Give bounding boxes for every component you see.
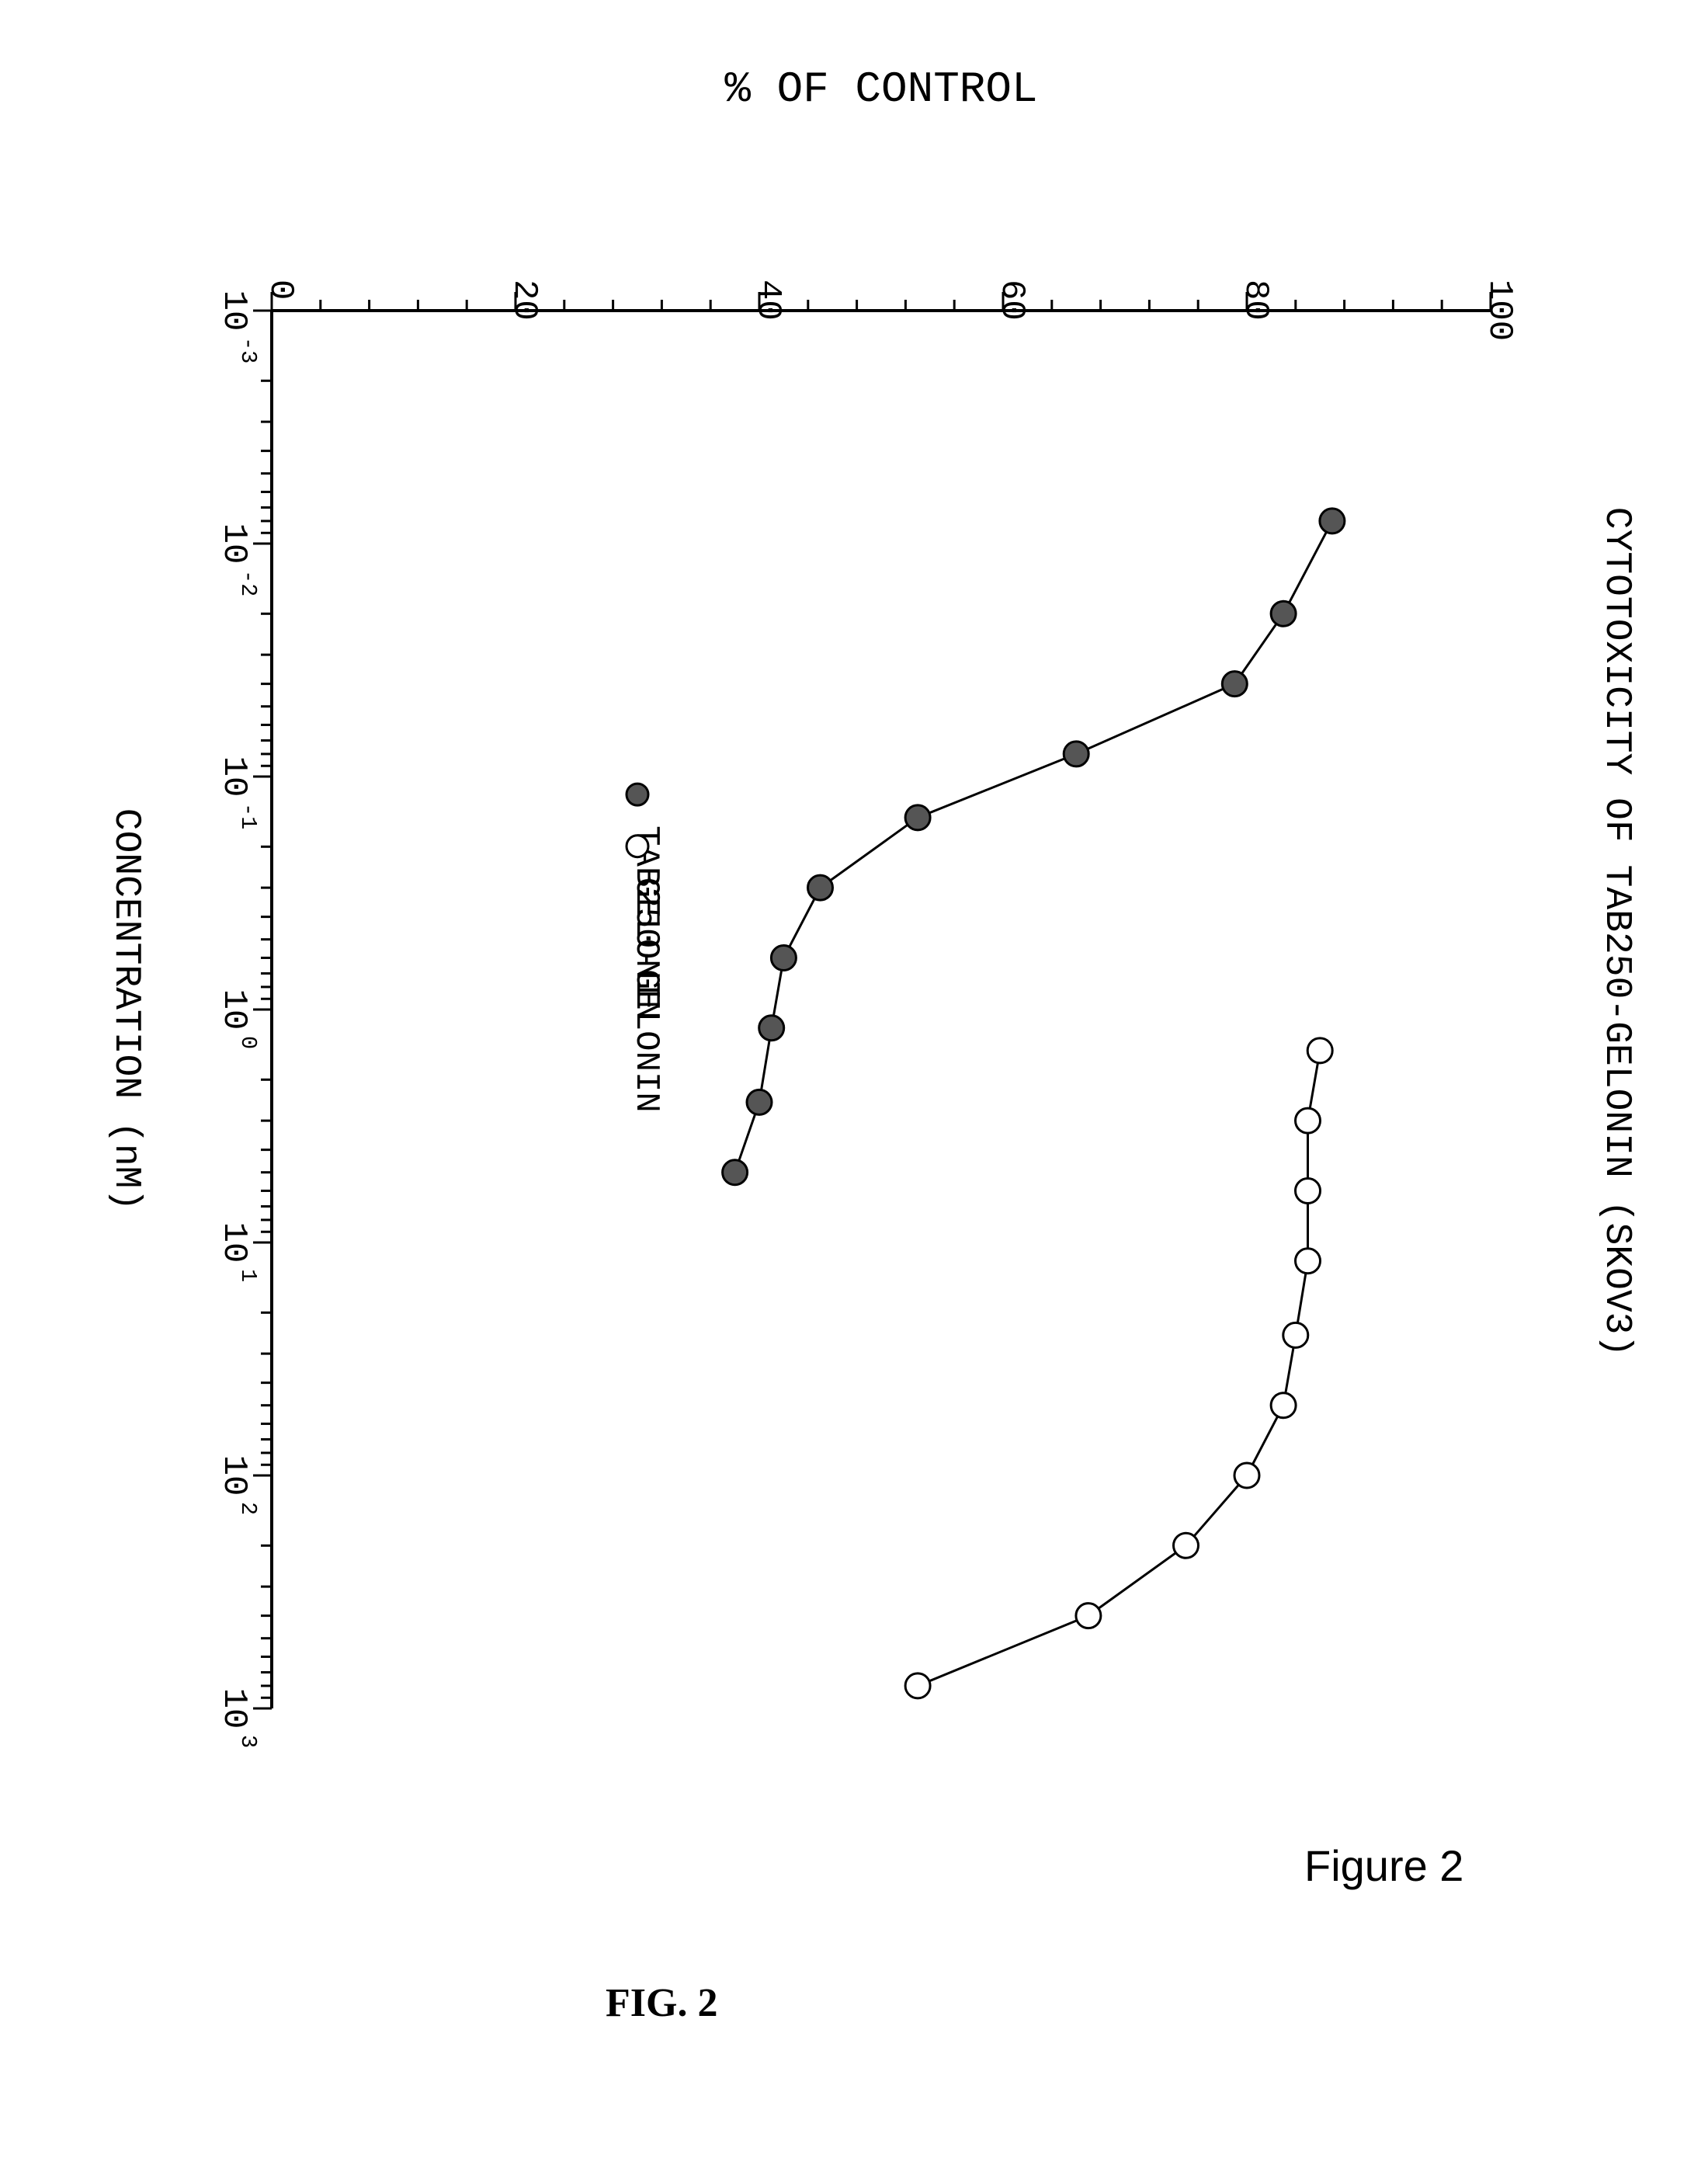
data-point <box>1283 1322 1308 1347</box>
data-point <box>1271 1393 1296 1418</box>
data-point <box>905 1673 930 1698</box>
svg-text:-1: -1 <box>235 803 261 829</box>
data-point <box>723 1160 748 1185</box>
x-axis-label: CONCENTRATION (nM) <box>105 808 147 1211</box>
data-point <box>1296 1249 1321 1274</box>
svg-text:60: 60 <box>992 280 1031 321</box>
legend-marker <box>627 784 648 805</box>
svg-text:10: 10 <box>214 523 253 565</box>
svg-text:80: 80 <box>1236 280 1275 321</box>
data-point <box>1296 1108 1321 1133</box>
data-point <box>771 945 796 970</box>
data-point <box>1076 1604 1101 1628</box>
y-axis-label: % OF CONTROL <box>724 64 1037 114</box>
data-point <box>808 875 833 900</box>
svg-text:2: 2 <box>235 1502 261 1515</box>
data-point <box>1296 1178 1321 1203</box>
series-line-1 <box>918 1051 1320 1686</box>
svg-text:10: 10 <box>214 756 253 798</box>
caption-handwritten: Figure 2 <box>1304 1840 1463 1891</box>
svg-text:0: 0 <box>235 1036 261 1049</box>
svg-text:20: 20 <box>505 280 543 321</box>
svg-text:10: 10 <box>214 1455 253 1496</box>
data-point <box>1320 509 1345 533</box>
caption-print: FIG. 2 <box>606 1980 717 2026</box>
svg-text:0: 0 <box>261 280 300 300</box>
data-point <box>905 805 930 830</box>
svg-text:40: 40 <box>748 280 787 321</box>
svg-text:10: 10 <box>214 1222 253 1263</box>
svg-text:100: 100 <box>1480 280 1519 341</box>
data-point <box>1307 1038 1332 1063</box>
figure-container: 02040608010010-310-210-1100101102103% OF… <box>0 0 1708 2179</box>
data-point <box>1174 1533 1199 1558</box>
data-point <box>1271 601 1296 626</box>
chart-title: CYTOTOXICITY OF TAB250-GELONIN (SKOV3) <box>1595 507 1637 1357</box>
data-point <box>747 1090 772 1114</box>
svg-text:3: 3 <box>235 1735 261 1748</box>
svg-text:10: 10 <box>214 1688 253 1729</box>
series-line-0 <box>735 521 1332 1173</box>
data-point <box>759 1016 784 1041</box>
svg-text:1: 1 <box>235 1269 261 1282</box>
svg-text:10: 10 <box>214 290 253 332</box>
data-point <box>1222 672 1247 697</box>
legend-label: GELONIN <box>627 878 665 1021</box>
data-point <box>1234 1463 1259 1488</box>
svg-text:10: 10 <box>214 989 253 1030</box>
svg-text:-3: -3 <box>235 337 261 363</box>
data-point <box>1064 742 1088 766</box>
svg-text:-2: -2 <box>235 570 261 596</box>
legend-marker <box>627 836 648 857</box>
